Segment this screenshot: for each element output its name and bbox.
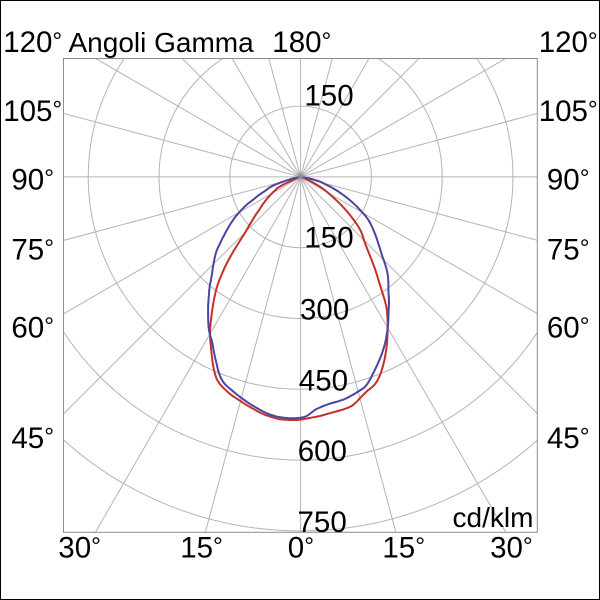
svg-text:45°: 45° bbox=[11, 422, 54, 455]
svg-text:15°: 15° bbox=[180, 531, 223, 564]
svg-text:45°: 45° bbox=[547, 422, 590, 455]
svg-text:120°: 120° bbox=[3, 26, 62, 59]
svg-text:60°: 60° bbox=[11, 312, 54, 345]
svg-text:300: 300 bbox=[300, 293, 349, 326]
svg-text:120°: 120° bbox=[539, 26, 598, 59]
svg-text:105°: 105° bbox=[539, 95, 598, 128]
svg-text:15°: 15° bbox=[382, 531, 425, 564]
svg-text:750: 750 bbox=[298, 506, 347, 539]
svg-text:Angoli Gamma: Angoli Gamma bbox=[69, 27, 255, 58]
svg-text:30°: 30° bbox=[490, 531, 533, 564]
svg-text:60°: 60° bbox=[547, 312, 590, 345]
svg-text:90°: 90° bbox=[11, 164, 54, 197]
svg-text:105°: 105° bbox=[3, 95, 62, 128]
svg-text:600: 600 bbox=[298, 435, 347, 468]
svg-text:150: 150 bbox=[304, 222, 353, 255]
svg-text:75°: 75° bbox=[11, 233, 54, 266]
svg-text:450: 450 bbox=[299, 365, 348, 398]
svg-text:90°: 90° bbox=[547, 164, 590, 197]
svg-text:30°: 30° bbox=[58, 531, 101, 564]
svg-text:180°: 180° bbox=[272, 26, 331, 59]
svg-text:150: 150 bbox=[304, 80, 353, 113]
svg-text:75°: 75° bbox=[547, 233, 590, 266]
svg-text:0°: 0° bbox=[288, 531, 314, 564]
svg-text:cd/klm: cd/klm bbox=[453, 502, 534, 533]
